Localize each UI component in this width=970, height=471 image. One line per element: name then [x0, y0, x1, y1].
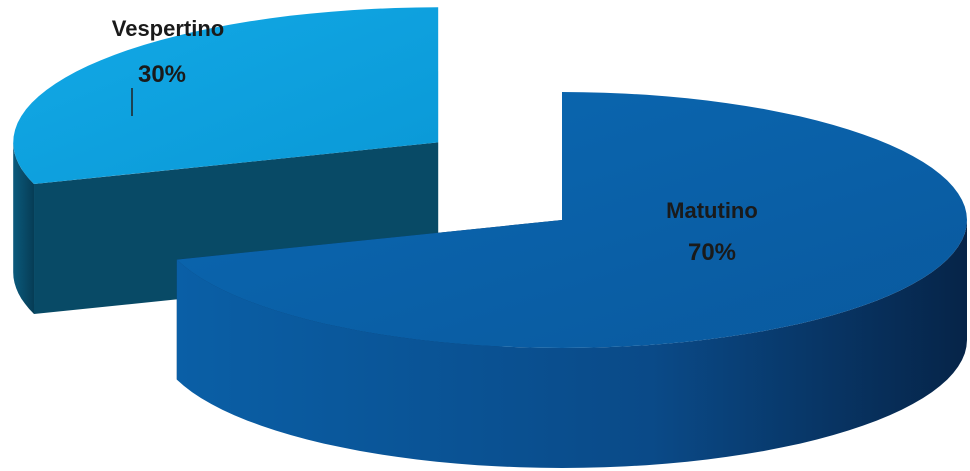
data-label-name-vespertino: Vespertino	[112, 16, 224, 41]
data-label-value-vespertino: 30%	[138, 61, 186, 88]
pie-slice-rim-matutino	[176, 220, 968, 468]
pie-slice-rim-vespertino	[13, 142, 34, 314]
pie-slice-top-matutino	[176, 92, 968, 348]
data-label-name-matutino: Matutino	[666, 198, 758, 223]
data-label-value-matutino: 70%	[688, 239, 736, 266]
pie-slice-top-vespertino	[13, 7, 439, 184]
pie-slice-matutino	[176, 92, 968, 468]
